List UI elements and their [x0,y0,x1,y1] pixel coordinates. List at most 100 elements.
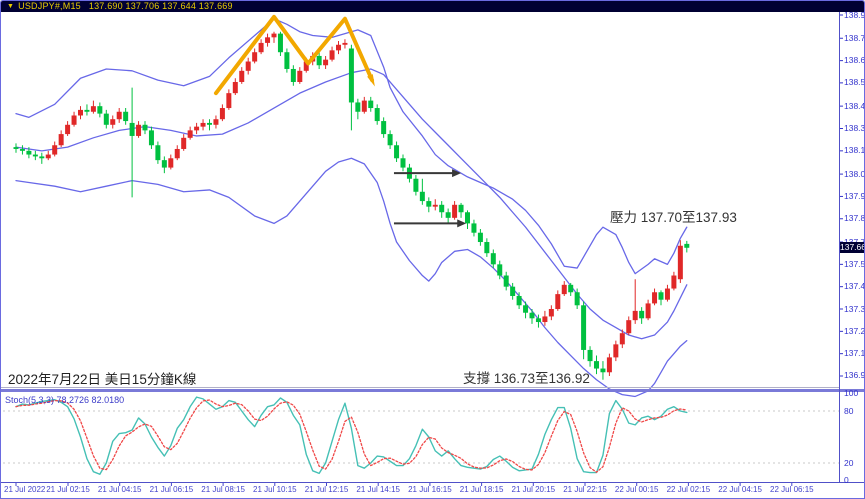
candle-body [194,126,200,131]
candle-body [645,303,651,319]
candle-body [26,150,32,155]
candle-body [568,284,574,293]
candle-body [639,310,645,319]
candle-body [548,309,554,317]
candle-body [142,124,148,131]
time-axis-label: 21 Jul 08:15 [201,485,245,494]
candle-body [174,148,180,159]
symbol-timeframe-label: USDJPY#,M15 [18,1,81,11]
resistance-annotation: 壓力 137.70至137.93 [610,210,737,225]
candle-body [632,310,638,321]
candle-body [136,124,142,136]
candle-body [52,145,58,155]
candle-body [535,318,541,323]
candle-body [65,124,71,135]
candle-body [110,119,116,125]
price-axis-label: 137.460 [844,281,865,292]
zigzag-arrowhead-icon [367,74,375,87]
time-axis-label: 21 Jul 04:15 [97,485,142,494]
candle-body [161,160,167,168]
candle-body [277,33,283,53]
panel-divider[interactable] [1,389,864,392]
candle-body [103,113,109,125]
candle-body [213,119,219,125]
price-axis-label: 137.100 [844,348,865,359]
time-axis-label: 22 Jul 00:15 [614,485,659,494]
price-axis-label: 138.675 [844,55,865,66]
candle-body [219,108,225,120]
current-price-tag: 137.669 [840,242,864,254]
candle-body [542,316,548,323]
trend-arrow-head-icon [452,169,462,178]
candle-body [200,122,206,127]
candle-body [587,349,593,362]
bollinger-upper-line [15,18,688,275]
candle-body [619,333,625,345]
stoch-k-line [15,396,688,475]
time-axis-label: 21 Jul 18:15 [459,485,504,494]
candle-body [187,130,193,138]
candle-body [239,70,245,82]
candle-body [626,320,632,334]
price-scale-border [839,12,840,482]
support-annotation: 支撐 136.73至136.92 [463,371,590,386]
time-axis-label: 21 Jul 06:15 [149,485,194,494]
candle-body [439,204,445,213]
candle-body [348,48,354,103]
candle-body [471,223,477,233]
candle-body [355,102,361,112]
candle-body [232,81,238,94]
candle-body [458,204,464,213]
candle-body [606,357,612,373]
candle-body [574,292,580,306]
candle-body [510,286,516,296]
candle-body [400,158,406,168]
candle-body [658,292,664,300]
candle-body [523,305,529,313]
candle-body [245,61,251,71]
candle-body [84,109,90,112]
candle-body [361,100,367,112]
stoch-scale-label: 20 [844,457,854,468]
time-axis-border [1,482,864,483]
candle-body [497,264,503,276]
stoch-d-line [15,399,688,473]
price-axis-label: 137.580 [844,258,865,269]
candle-body [284,52,290,69]
candle-body [297,70,303,82]
time-axis-label: 21 Jul 16:15 [408,485,452,494]
stoch-scale-label: 0 [844,474,849,485]
candle-body [252,52,258,62]
main-panel-bottom-border [1,387,839,388]
candle-body [148,130,154,146]
candle-body [426,201,432,207]
price-axis-label: 137.340 [844,303,865,314]
date-annotation: 2022年7月22日 美日15分鐘K線 [8,372,197,387]
candle-body [316,55,322,66]
time-axis-label: 22 Jul 04:15 [718,485,762,494]
price-axis-label: 138.920 [844,9,865,20]
candle-body [323,59,329,66]
dropdown-arrow-icon[interactable]: ▼ [7,3,15,10]
price-axis-label: 136.980 [844,370,865,381]
candle-body [664,288,670,300]
time-axis-label: 22 Jul 02:15 [666,485,711,494]
chart-title-bar: ▼ USDJPY#,M15 137.690 137.706 137.644 137.… [1,1,864,12]
bollinger-lower-line [15,157,688,398]
candle-body [19,148,25,151]
candle-body [394,145,400,159]
time-axis-label: 21 Jul 10:15 [253,485,297,494]
candle-body [58,134,64,146]
candle-body [419,191,425,202]
candle-body [465,212,470,224]
price-axis-label: 137.945 [844,190,865,201]
candle-body [336,44,341,51]
price-axis-label: 138.310 [844,123,865,133]
price-axis-label: 137.700 [844,237,864,247]
price-axis-label: 138.430 [844,100,865,111]
candle-body [71,115,77,125]
candle-body [684,243,690,248]
candle-body [32,154,38,157]
